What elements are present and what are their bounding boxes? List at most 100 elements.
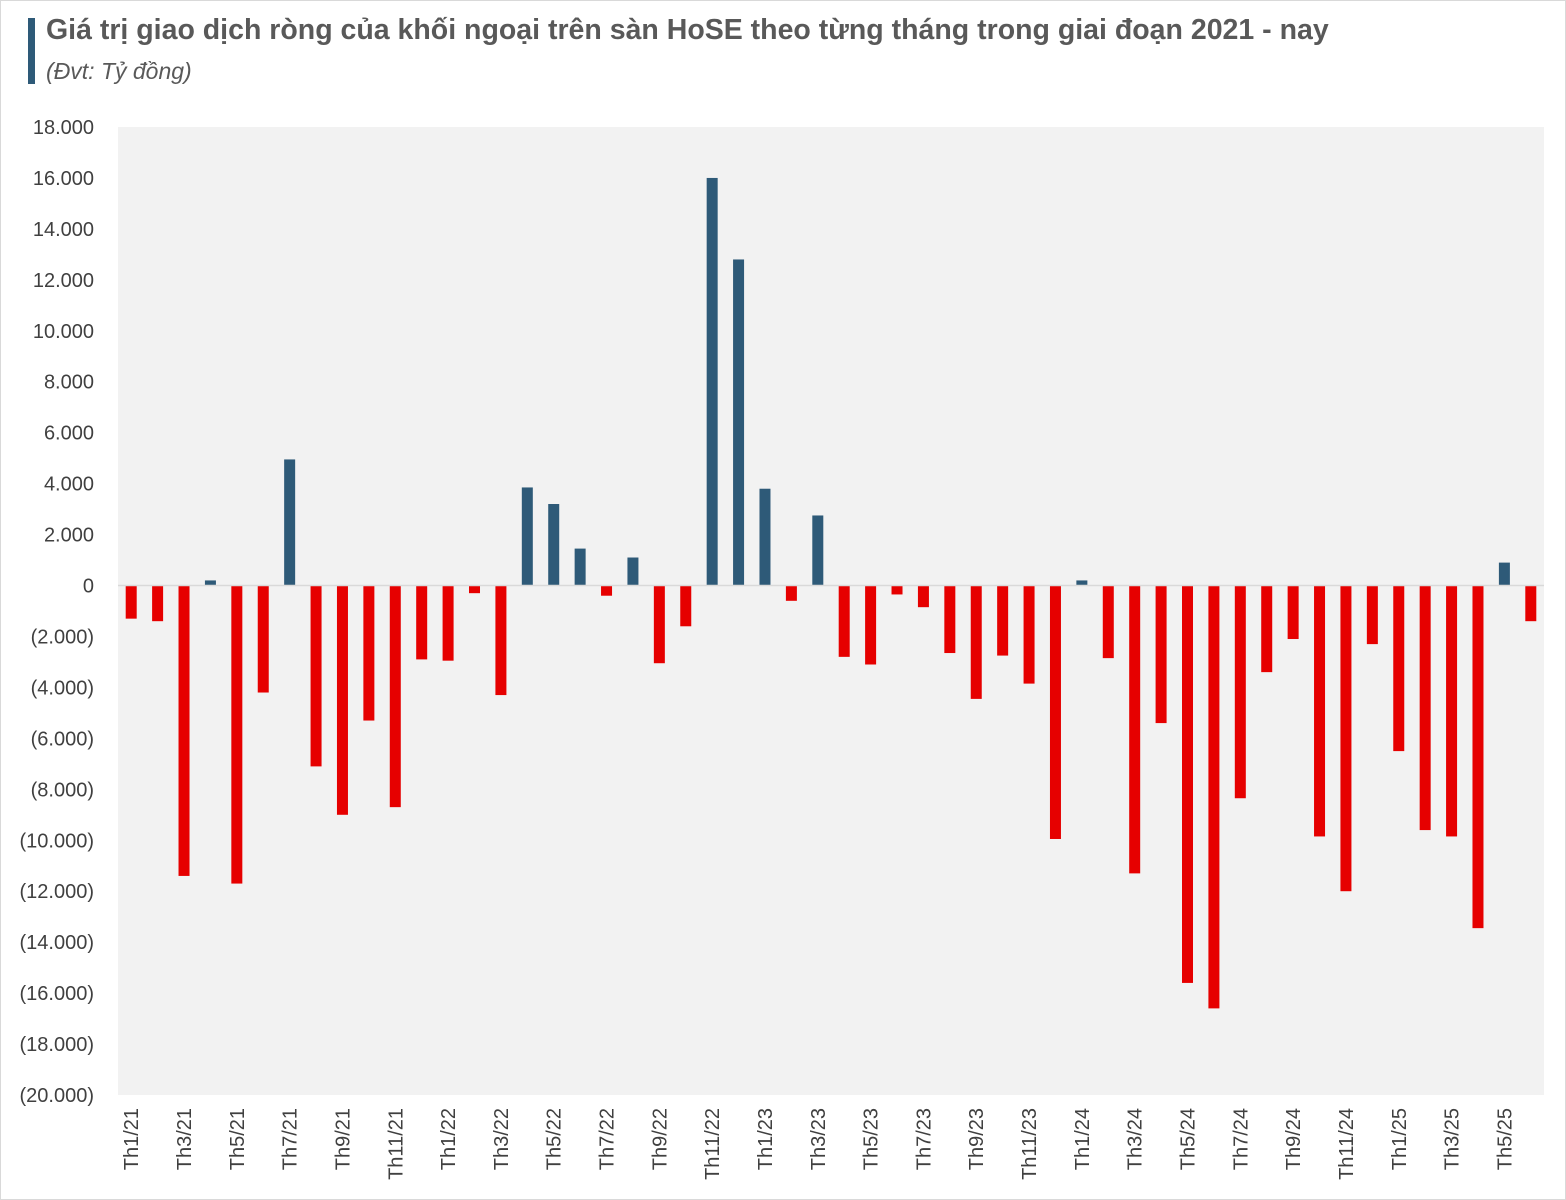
x-tick-label: Th5/21 <box>227 1108 249 1170</box>
bar <box>838 585 850 657</box>
bar <box>257 585 269 693</box>
x-tick-label: Th7/22 <box>597 1108 619 1170</box>
bar <box>178 585 190 876</box>
bar <box>944 585 956 654</box>
y-tick-label: (6.000) <box>31 728 94 750</box>
y-tick-label: 10.000 <box>33 321 94 343</box>
y-tick-label: 4.000 <box>44 474 94 496</box>
bar <box>1287 585 1299 640</box>
x-tick-label: Th5/22 <box>544 1108 566 1170</box>
x-tick-label: Th1/22 <box>438 1108 460 1170</box>
bar <box>601 585 613 596</box>
x-tick-label: Th11/22 <box>702 1108 724 1180</box>
bar <box>865 585 877 665</box>
bar <box>1208 585 1220 1009</box>
bar <box>1023 585 1035 684</box>
x-tick-label: Th5/23 <box>861 1108 883 1170</box>
bar <box>416 585 428 660</box>
bar <box>1182 585 1193 983</box>
bar <box>1261 585 1273 673</box>
x-tick-label: Th9/21 <box>332 1108 354 1170</box>
bar <box>204 580 216 586</box>
y-tick-label: (14.000) <box>20 932 95 954</box>
chart-subtitle: (Đvt: Tỷ đồng) <box>46 58 192 84</box>
bar <box>363 585 375 721</box>
y-tick-label: 0 <box>83 576 94 598</box>
bar <box>812 515 824 586</box>
x-tick-label: Th9/22 <box>649 1108 671 1170</box>
bar <box>1498 562 1510 586</box>
y-tick-label: 8.000 <box>44 372 94 394</box>
bar <box>152 585 164 622</box>
x-tick-label: Th1/23 <box>755 1108 777 1170</box>
y-tick-label: 12.000 <box>33 270 94 292</box>
x-tick-label: Th1/21 <box>121 1108 143 1170</box>
bar <box>1419 585 1431 831</box>
y-tick-label: 2.000 <box>44 525 94 547</box>
x-tick-label: Th3/21 <box>174 1108 196 1170</box>
y-tick-label: (10.000) <box>20 830 95 852</box>
bar <box>1366 585 1378 645</box>
bar <box>970 585 982 699</box>
y-tick-label: 6.000 <box>44 423 94 445</box>
bar <box>891 585 903 595</box>
plot-area <box>118 127 1544 1095</box>
bar <box>706 177 718 586</box>
y-tick-label: (20.000) <box>20 1085 95 1107</box>
bar <box>310 585 322 767</box>
bar <box>1129 585 1141 874</box>
bar <box>653 585 665 664</box>
bar <box>1340 585 1352 892</box>
bar <box>284 459 296 586</box>
x-tick-label: Th5/25 <box>1494 1108 1516 1170</box>
x-tick-label: Th7/23 <box>913 1108 935 1170</box>
bar <box>785 585 797 601</box>
y-tick-label: (18.000) <box>20 1034 95 1056</box>
x-tick-label: Th7/24 <box>1230 1108 1252 1170</box>
x-tick-label: Th9/24 <box>1283 1108 1305 1170</box>
bar <box>231 585 243 884</box>
bar <box>997 585 1009 656</box>
bar <box>1446 585 1458 837</box>
bar <box>627 557 639 586</box>
x-tick-label: Th7/21 <box>280 1108 302 1170</box>
bar <box>759 488 771 586</box>
x-tick-label: Th3/24 <box>1125 1108 1147 1170</box>
x-tick-label: Th3/22 <box>491 1108 513 1170</box>
x-tick-label: Th3/25 <box>1442 1108 1464 1170</box>
bar <box>336 585 348 815</box>
x-axis: Th1/21 Th3/21 Th5/21 Th7/21 Th9/21 Th11/21 Th1… <box>121 1108 1516 1180</box>
y-tick-label: 18.000 <box>33 117 94 139</box>
y-tick-label: 16.000 <box>33 168 94 190</box>
bar <box>442 585 454 661</box>
bar <box>521 487 533 586</box>
bar <box>469 585 480 594</box>
x-tick-label: Th5/24 <box>1178 1108 1200 1170</box>
chart-title: Giá trị giao dịch ròng của khối ngoại tr… <box>46 14 1329 46</box>
bar <box>733 259 745 586</box>
x-tick-label: Th11/23 <box>1019 1108 1041 1180</box>
bar <box>495 585 507 696</box>
y-tick-label: (2.000) <box>31 626 94 648</box>
y-tick-label: (12.000) <box>20 881 95 903</box>
bars-group <box>125 177 1537 1009</box>
bar <box>1525 585 1537 622</box>
bar <box>1155 585 1167 724</box>
x-tick-label: Th3/23 <box>808 1108 830 1170</box>
x-tick-label: Th11/21 <box>385 1108 407 1180</box>
x-tick-label: Th11/24 <box>1336 1108 1358 1180</box>
bar <box>125 585 137 619</box>
title-accent-bar <box>28 18 35 84</box>
bar <box>1102 585 1114 659</box>
bar <box>389 585 401 808</box>
bar <box>574 548 586 586</box>
bar <box>1393 585 1405 752</box>
x-tick-label: Th1/24 <box>1072 1108 1094 1170</box>
y-tick-label: (8.000) <box>31 779 94 801</box>
bar <box>1234 585 1246 799</box>
bar <box>917 585 929 608</box>
bar <box>1314 585 1326 837</box>
bar <box>680 585 692 627</box>
y-tick-label: 14.000 <box>33 219 94 241</box>
